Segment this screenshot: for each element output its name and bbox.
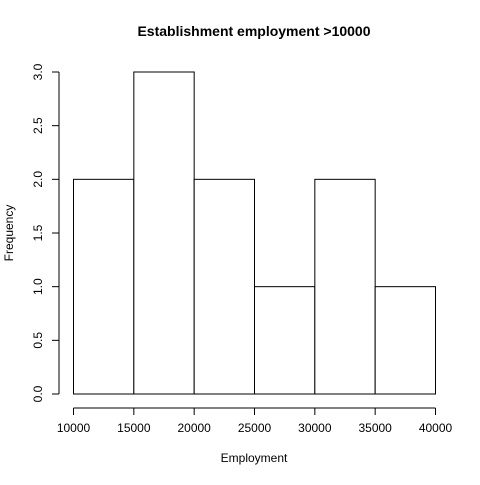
histogram-bar-1 [73, 178, 135, 395]
x-tick-label-1: 10000 [57, 421, 91, 435]
x-tick-label-5: 30000 [298, 421, 332, 435]
y-tick-label-1: 0.0 [31, 385, 45, 402]
histogram-bar-2 [133, 71, 195, 395]
y-tick-label-3: 1.0 [31, 278, 45, 295]
x-axis: 10000 15000 20000 25000 30000 35000 40000 [57, 407, 453, 435]
y-axis-title: Frequency [2, 205, 16, 262]
y-tick-label-2: 0.5 [31, 332, 45, 349]
chart-title: Establishment employment >10000 [137, 23, 370, 39]
x-tick-label-3: 20000 [177, 421, 211, 435]
y-tick-label-6: 2.5 [31, 117, 45, 134]
x-tick-label-6: 35000 [358, 421, 392, 435]
histogram-bar-5 [314, 178, 376, 395]
y-tick-label-4: 1.5 [31, 224, 45, 241]
y-tick-label-7: 3.0 [31, 63, 45, 80]
histogram-bars [73, 71, 436, 395]
y-axis: 0.0 0.5 1.0 1.5 2.0 2.5 3.0 [31, 63, 60, 402]
histogram-bar-4 [254, 286, 316, 395]
histogram-bar-3 [193, 178, 256, 395]
y-tick-label-5: 2.0 [31, 171, 45, 188]
x-tick-label-7: 40000 [419, 421, 453, 435]
x-axis-title: Employment [221, 451, 288, 465]
x-tick-label-4: 25000 [238, 421, 272, 435]
histogram-bar-6 [374, 286, 436, 395]
x-tick-label-2: 15000 [117, 421, 151, 435]
